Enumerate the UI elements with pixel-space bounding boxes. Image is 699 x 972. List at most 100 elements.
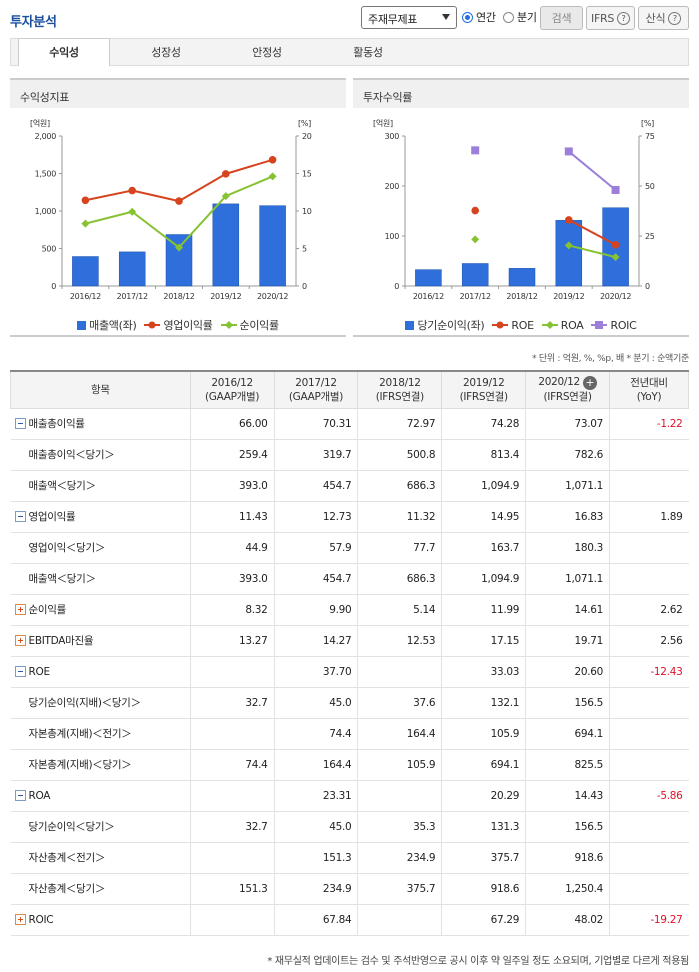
row-label-cell: 자본총계(지배)＜당기＞: [10, 749, 191, 781]
value-cell: 17.15: [441, 625, 527, 657]
value-cell: [357, 780, 443, 812]
ifrs-help-button[interactable]: IFRS ?: [586, 6, 635, 30]
column-header-period: 2016/12: [211, 376, 253, 389]
row-label-cell: 순이익률: [10, 594, 191, 626]
tab-stability[interactable]: 안정성: [252, 46, 282, 59]
row-label-cell: 당기순이익＜당기＞: [10, 811, 191, 843]
row-label-cell: 매출총이익률: [10, 408, 191, 440]
bar: [72, 256, 99, 287]
chevron-down-icon: [442, 14, 450, 20]
collapse-minus-icon[interactable]: [14, 418, 26, 429]
value-cell: 1,250.4: [525, 873, 611, 905]
legend-item[interactable]: ROE: [492, 318, 534, 332]
value-cell: 67.84: [274, 904, 359, 936]
legend-item[interactable]: 매출액(좌): [77, 317, 137, 333]
legend-line-swatch: [144, 321, 161, 329]
row-label: EBITDA마진율: [28, 635, 94, 647]
profitability-table: 항목 2016/12 (GAAP개별) 2017/12 (GAAP개별) 2018/12(…: [10, 370, 689, 936]
collapse-minus-icon[interactable]: [14, 511, 26, 522]
legend-item[interactable]: 순이익률: [220, 317, 279, 333]
value-cell: 163.7: [441, 532, 527, 564]
y-left-tick-label: 200: [385, 182, 400, 191]
y-right-axis-label: [%]: [298, 119, 311, 128]
series-line: [85, 189, 133, 202]
search-button[interactable]: 검색: [540, 6, 583, 30]
value-cell: 48.02: [525, 904, 611, 936]
value-cell: 825.5: [525, 749, 611, 781]
value-cell: 19.71: [525, 625, 611, 657]
legend-bar-swatch: [77, 320, 87, 330]
footnote: * 재무실적 업데이트는 검수 및 주석반영으로 공시 이후 약 일주일 정도 …: [267, 956, 689, 967]
value-cell: [357, 904, 443, 936]
value-cell: 16.83: [525, 501, 611, 533]
legend-item[interactable]: 영업이익률: [144, 317, 213, 333]
table-row: ROE 37.70 33.03 20.60 -12.43: [10, 656, 689, 688]
radio-quarter[interactable]: 분기: [503, 9, 537, 25]
collapse-minus-icon[interactable]: [14, 665, 26, 677]
legend-label: 매출액(좌): [89, 319, 137, 332]
y-right-tick-label: 0: [302, 282, 307, 291]
expand-plus-icon[interactable]: [14, 604, 26, 615]
y-left-tick-label: 0: [51, 282, 56, 291]
value-cell: 454.7: [274, 563, 359, 595]
legend-item[interactable]: ROA: [541, 319, 584, 332]
legend-line-swatch: [541, 321, 558, 329]
help-icon: ?: [617, 11, 630, 25]
expand-plus-icon[interactable]: [14, 913, 26, 925]
y-right-tick-label: 10: [302, 207, 312, 216]
value-cell: 1,094.9: [441, 563, 527, 595]
table-row: EBITDA마진율 13.27 14.27 12.53 17.15 19.71 2.56: [10, 625, 689, 657]
radio-annual[interactable]: 연간: [462, 9, 496, 25]
value-cell: 8.32: [190, 594, 275, 626]
value-cell: 393.0: [190, 470, 275, 502]
radio-checked-icon: [462, 11, 473, 23]
row-label: 자산총계＜당기＞: [28, 883, 106, 895]
series-line: [568, 150, 617, 191]
yoy-cell: [609, 718, 689, 750]
radio-quarter-label: 분기: [517, 11, 537, 24]
y-right-tick-label: 20: [302, 132, 312, 141]
legend-marker: [545, 321, 554, 329]
statement-type-select[interactable]: 주재무제표: [361, 6, 457, 29]
value-cell: 14.27: [274, 625, 359, 657]
x-tick-label: 2019/12: [210, 292, 241, 301]
table-row: 매출액＜당기＞ 393.0 454.7 686.3 1,094.9 1,071.1: [10, 470, 689, 502]
value-cell: 151.3: [190, 873, 275, 905]
value-cell: [190, 842, 275, 874]
legend-item[interactable]: 당기순이익(좌): [405, 317, 485, 333]
x-tick-label: 2019/12: [553, 292, 584, 301]
yoy-cell: [609, 842, 689, 874]
value-cell: 132.1: [441, 687, 527, 719]
y-left-axis-label: [억원]: [373, 118, 393, 128]
yoy-cell: [609, 470, 689, 502]
bar: [461, 263, 489, 287]
table-row: 영업이익＜당기＞ 44.9 57.9 77.7 163.7 180.3: [10, 532, 689, 564]
value-cell: 1,071.1: [525, 563, 611, 595]
value-cell: 70.31: [274, 408, 359, 440]
legend-line-swatch: [492, 321, 509, 329]
value-cell: 234.9: [357, 842, 443, 874]
collapse-minus-icon[interactable]: [14, 789, 26, 801]
value-cell: 74.4: [274, 718, 359, 750]
point: [175, 243, 183, 252]
row-label-cell: ROA: [10, 780, 191, 812]
value-cell: 57.9: [274, 532, 359, 564]
add-column-icon[interactable]: +: [582, 376, 597, 391]
legend-marker: [224, 321, 233, 329]
value-cell: 11.32: [357, 501, 443, 533]
legend-item[interactable]: ROIC: [591, 319, 637, 332]
value-cell: 14.43: [525, 780, 611, 812]
legend-line-swatch: [220, 321, 237, 329]
return-legend: 당기순이익(좌) ROE ROA ROIC: [353, 313, 689, 337]
tab-growth[interactable]: 성장성: [151, 46, 181, 59]
legend-label: ROE: [511, 318, 534, 332]
value-cell: 33.03: [441, 656, 527, 688]
point: [471, 206, 479, 215]
expand-plus-icon[interactable]: [14, 635, 26, 646]
column-header: 2016/12 (GAAP개별): [189, 370, 275, 409]
tab-profitability[interactable]: 수익성: [18, 38, 110, 67]
yoy-cell: [609, 811, 689, 843]
value-cell: 37.6: [357, 687, 443, 719]
formula-help-button[interactable]: 산식 ?: [638, 6, 689, 30]
tab-activity[interactable]: 활동성: [353, 46, 383, 59]
